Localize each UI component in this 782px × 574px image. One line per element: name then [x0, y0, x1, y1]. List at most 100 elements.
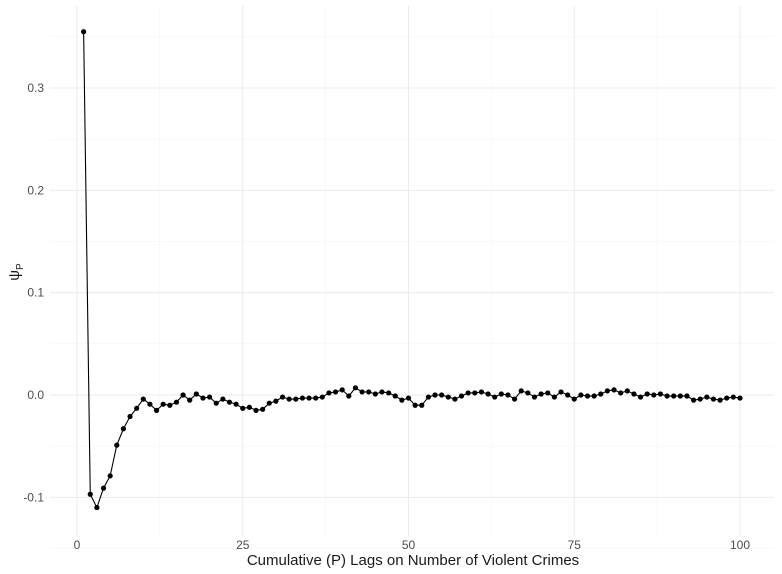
data-point: [207, 394, 213, 400]
data-point: [193, 391, 199, 397]
data-point: [624, 388, 630, 394]
data-point: [213, 400, 219, 406]
data-point: [379, 389, 385, 395]
data-point: [558, 389, 564, 395]
data-point: [140, 396, 146, 402]
data-point: [346, 393, 352, 399]
data-point: [439, 392, 445, 398]
data-point: [233, 401, 239, 407]
data-point: [326, 390, 332, 396]
data-point: [425, 394, 431, 400]
data-point: [372, 391, 378, 397]
data-point: [266, 400, 272, 406]
data-point: [598, 391, 604, 397]
data-point: [690, 397, 697, 403]
data-point: [432, 392, 438, 398]
data-point: [147, 401, 153, 407]
y-tick-label: 0.3: [27, 81, 44, 95]
data-point: [465, 390, 471, 396]
data-point: [114, 442, 120, 448]
data-point: [525, 390, 531, 396]
data-point: [730, 394, 736, 400]
data-point: [545, 390, 551, 396]
y-tick-label: 0.2: [27, 183, 44, 197]
major-gridlines: [50, 6, 774, 536]
data-point: [167, 402, 173, 408]
data-point: [611, 387, 617, 393]
data-point: [651, 392, 657, 398]
data-point: [657, 391, 664, 397]
data-point: [511, 396, 518, 402]
data-point: [253, 407, 259, 413]
data-point: [160, 401, 166, 407]
data-point: [551, 394, 557, 400]
y-axis-title-subscript: P: [15, 263, 26, 270]
y-tick-label: 0.0: [27, 388, 44, 402]
x-tick-label: 75: [568, 538, 582, 552]
data-point: [704, 394, 710, 400]
data-point: [286, 396, 292, 402]
data-point: [127, 413, 133, 420]
data-point: [200, 395, 206, 401]
data-point: [293, 396, 299, 402]
data-point: [260, 406, 266, 412]
data-point: [180, 392, 186, 398]
data-point: [710, 396, 717, 402]
data-point: [677, 393, 683, 399]
data-point: [697, 396, 703, 402]
series-polyline: [83, 31, 741, 509]
data-point: [717, 397, 723, 403]
data-point: [604, 388, 611, 394]
x-tick-label: 100: [730, 538, 750, 552]
data-point: [386, 390, 392, 396]
data-point: [405, 395, 412, 401]
data-point: [313, 395, 319, 401]
data-point: [584, 393, 591, 399]
data-point: [392, 393, 398, 399]
data-point: [120, 426, 127, 432]
data-point: [631, 391, 637, 397]
data-point: [279, 394, 286, 400]
data-point: [359, 389, 365, 395]
data-point: [737, 395, 743, 401]
data-point: [173, 399, 180, 405]
data-point: [452, 396, 458, 402]
data-point: [684, 393, 690, 399]
y-tick-label: -0.1: [23, 490, 44, 504]
data-point: [240, 405, 246, 411]
data-point: [472, 390, 478, 396]
data-point: [366, 389, 372, 395]
data-point: [478, 389, 485, 395]
x-tick-label: 0: [74, 538, 81, 552]
x-axis-title: Cumulative (P) Lags on Number of Violent…: [247, 552, 579, 569]
data-point: [505, 392, 511, 398]
data-point: [339, 387, 345, 393]
data-point: [618, 390, 624, 396]
x-tick-label: 25: [236, 538, 250, 552]
data-point: [273, 398, 279, 404]
data-point: [498, 391, 504, 397]
x-tick-label: 50: [402, 538, 416, 552]
data-point: [518, 388, 524, 394]
x-axis-ticks: 0 25 50 75 100: [74, 538, 751, 552]
data-point: [485, 391, 491, 397]
data-point: [399, 397, 405, 403]
data-point: [134, 405, 140, 411]
data-point: [492, 394, 498, 400]
y-axis-ticks: -0.1 0.0 0.1 0.2 0.3: [23, 81, 44, 504]
data-point: [671, 393, 677, 399]
data-point: [591, 393, 597, 399]
series-line: [83, 31, 741, 509]
data-point: [220, 396, 226, 402]
y-tick-label: 0.1: [27, 286, 44, 300]
data-point: [94, 504, 100, 511]
data-point: [319, 394, 325, 400]
data-point: [445, 394, 451, 400]
data-point: [578, 392, 584, 398]
y-axis-title-symbol: ψ: [6, 270, 23, 281]
data-point: [565, 392, 571, 398]
data-point: [571, 396, 577, 402]
data-point: [664, 393, 670, 399]
y-axis-title: ψP: [6, 263, 26, 281]
